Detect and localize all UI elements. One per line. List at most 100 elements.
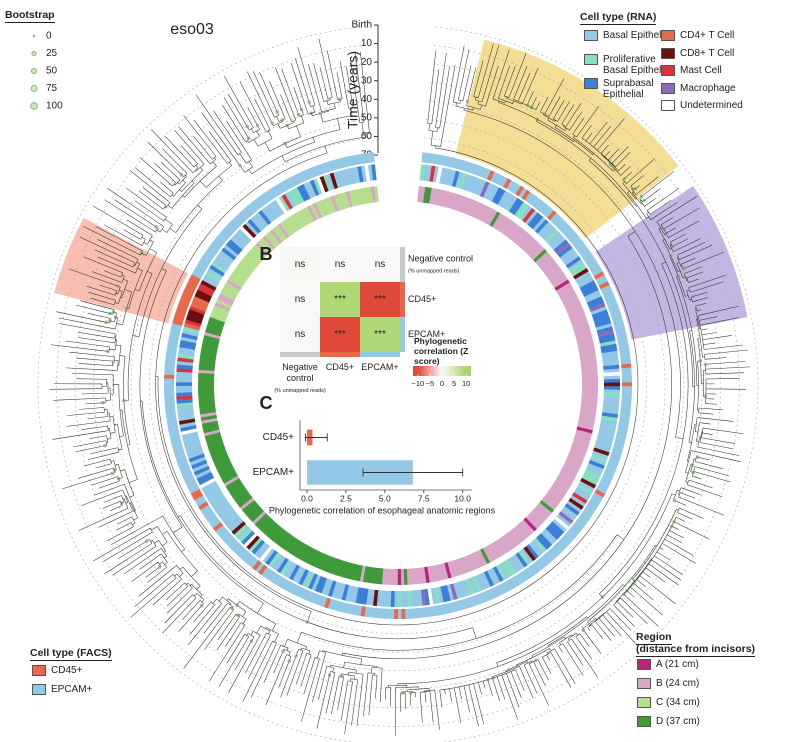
x-tick-label: 0.0 (301, 493, 313, 503)
sample-label: eso03 (170, 21, 214, 38)
category-label: EPCAM+ (253, 467, 295, 478)
legend-label: Basal Epithelial (603, 30, 672, 41)
legend-label: EPCAM+ (51, 684, 93, 695)
colorbar (413, 366, 471, 376)
legend-label: Undetermined (680, 100, 743, 111)
error-bar (304, 433, 328, 442)
column-label: Negative control (282, 362, 318, 383)
legend-label: CD8+ T Cell (680, 47, 735, 59)
heatmap-cell (320, 282, 360, 317)
colorbar-tick-label: −10 (411, 379, 424, 388)
bootstrap-key-label: 75 (46, 83, 58, 94)
legend-swatch (584, 54, 598, 65)
heatmap-cell (280, 317, 320, 352)
legend-label: B (24 cm) (656, 678, 700, 689)
colorbar-tick-label: 10 (462, 379, 470, 388)
significance-label: ns (375, 259, 386, 270)
significance-label: *** (334, 294, 346, 305)
panel-label: B (260, 244, 273, 264)
time-tick-label: 50 (361, 112, 373, 123)
heatmap-cell (360, 317, 400, 352)
legend-swatch (32, 684, 46, 695)
category-label: CD45+ (263, 432, 295, 443)
row-label: CD45+ (408, 294, 436, 304)
colorbar-tick-label: 5 (452, 379, 456, 388)
time-tick-label: 40 (361, 94, 373, 105)
column-note: (% unmapped reads) (274, 388, 326, 394)
time-axis-label: Time (years) (345, 51, 361, 129)
significance-label: ns (295, 294, 306, 305)
bootstrap-key-label: 25 (46, 48, 58, 59)
clade-highlight (455, 39, 679, 239)
row-note: (% unmapped reads) (408, 268, 460, 274)
significance-label: *** (334, 329, 346, 340)
legend-label: Macrophage (680, 82, 736, 94)
legend-label: A (21 cm) (656, 659, 699, 670)
x-tick-label: 2.5 (340, 493, 352, 503)
legend-label: Suprabasal Epithelial (603, 78, 654, 100)
colorbar-tick-label: 0 (440, 379, 444, 388)
row-strip (400, 247, 405, 282)
annotation-ring (209, 186, 379, 323)
heatmap-cell (320, 247, 360, 282)
time-grid-circle (74, 63, 722, 709)
bootstrap-key (30, 102, 38, 110)
legend-swatch (584, 78, 598, 89)
colorbar-title: Phylogenetic correlation (Z score) (414, 336, 469, 366)
significance-label: ns (295, 259, 306, 270)
heatmap-cell (280, 247, 320, 282)
x-tick-label: 7.5 (418, 493, 430, 503)
legend-label: Proliferative Basal Epithelial (603, 54, 672, 76)
annotation-ring (163, 152, 632, 619)
bootstrap-key-label: 100 (46, 101, 63, 112)
heatmap-cell (360, 247, 400, 282)
bootstrap-dots (101, 97, 708, 695)
row-label: EPCAM+ (408, 329, 445, 339)
legend-swatch (637, 697, 651, 708)
legend-swatch (637, 716, 651, 727)
heatmap-cell (320, 317, 360, 352)
row-strip (400, 282, 405, 317)
legend-label: C (34 cm) (656, 697, 700, 708)
legend-swatch (637, 678, 651, 689)
legend-title: Region (636, 631, 672, 645)
annotation-ring (198, 186, 555, 585)
column-label: CD45+ (325, 362, 355, 372)
axis-lines (299, 420, 472, 491)
legend-swatch (637, 659, 651, 670)
legend-label: CD45+ (51, 665, 83, 676)
row-label: Negative control (408, 253, 473, 263)
legend-swatch (661, 47, 675, 59)
legend-title: Cell type (FACS) (30, 647, 112, 661)
bootstrap-key-label: 0 (46, 31, 52, 42)
legend-title: Cell type (RNA) (580, 11, 657, 25)
tree-branches (49, 38, 750, 736)
legend-swatch (32, 665, 46, 676)
time-tick-label: 10 (361, 38, 373, 49)
legend-label: CD4+ T Cell (680, 30, 735, 41)
x-tick-label: 5.0 (379, 493, 391, 503)
time-grid-circle (56, 45, 740, 727)
x-tick-label: 10.0 (454, 493, 471, 503)
bootstrap-key (32, 34, 36, 38)
column-label: EPCAM+ (361, 362, 399, 372)
legend-swatch (661, 100, 675, 111)
significance-label: ns (335, 259, 346, 270)
legend-swatch (661, 82, 675, 94)
legend-label: D (37 cm) (656, 716, 700, 727)
legend-label: Mast Cell (680, 65, 722, 76)
time-grid-circle (130, 119, 666, 653)
row-strip (400, 317, 405, 352)
clade-highlight (595, 185, 748, 340)
bootstrap-key-label: 50 (46, 66, 58, 77)
bootstrap-key (31, 51, 37, 56)
col-strip (360, 352, 400, 357)
significance-label: ns (295, 329, 306, 340)
legend-title: Bootstrap (5, 9, 55, 23)
legend-swatch (661, 30, 675, 41)
significance-label: *** (374, 329, 386, 340)
x-axis-label: Phylogenetic correlation of esophageal a… (269, 505, 496, 515)
bootstrap-key (30, 85, 38, 92)
col-strip (280, 352, 320, 357)
